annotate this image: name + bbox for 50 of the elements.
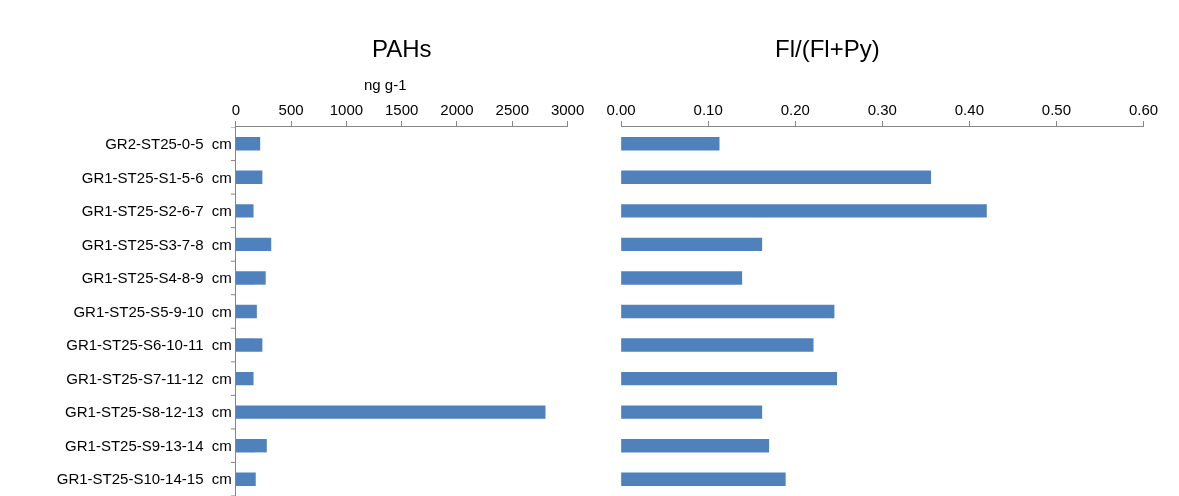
bar bbox=[621, 338, 814, 352]
y-tick-label: GR1-ST25-S7-11-12 cm bbox=[66, 369, 232, 387]
bar bbox=[235, 338, 263, 352]
chart-title: Fl/(Fl+Py) bbox=[775, 35, 880, 62]
chart-title: PAHs bbox=[372, 35, 432, 62]
y-tick-label: GR1-ST25-S9-13-14 cm bbox=[65, 436, 232, 454]
bar bbox=[621, 472, 786, 486]
bar bbox=[235, 438, 267, 453]
x-tick-label: 0.20 bbox=[780, 101, 810, 118]
y-tick-label: GR1-ST25-S2-6-7 cm bbox=[81, 202, 232, 220]
x-axis-title: ng g-1 bbox=[364, 76, 407, 93]
bar bbox=[621, 304, 835, 319]
x-tick-label: 0.00 bbox=[606, 101, 636, 118]
x-tick-label: 0.30 bbox=[867, 101, 897, 118]
y-tick-label: GR2-ST25-0-5 cm bbox=[105, 135, 232, 153]
y-tick-label: GR1-ST25-S1-5-6 cm bbox=[81, 168, 232, 186]
bar bbox=[235, 137, 261, 151]
y-tick-label: GR1-ST25-S3-7-8 cm bbox=[81, 235, 232, 253]
bar bbox=[621, 371, 838, 386]
y-tick-label: GR1-ST25-S10-14-15 cm bbox=[56, 470, 232, 488]
bar bbox=[621, 204, 987, 218]
x-tick-label: 3000 bbox=[550, 101, 585, 118]
bar bbox=[235, 472, 256, 486]
x-tick-label: 2000 bbox=[440, 101, 474, 118]
bar bbox=[235, 271, 266, 285]
x-tick-label: 0.60 bbox=[1128, 101, 1159, 118]
bar bbox=[235, 170, 263, 185]
x-tick-label: 1500 bbox=[385, 101, 419, 118]
bar bbox=[621, 137, 720, 151]
bar bbox=[621, 237, 763, 252]
x-tick-label: 500 bbox=[278, 101, 304, 118]
bar bbox=[235, 237, 272, 252]
x-tick-label: 0 bbox=[231, 101, 241, 118]
bar bbox=[235, 371, 254, 386]
bar bbox=[235, 204, 254, 218]
bar bbox=[621, 170, 932, 185]
y-tick-label: GR1-ST25-S6-10-11 cm bbox=[66, 336, 232, 354]
x-tick-label: 0.40 bbox=[954, 101, 984, 118]
bar bbox=[621, 271, 743, 285]
x-tick-label: 1000 bbox=[329, 101, 364, 118]
x-tick-label: 0.50 bbox=[1041, 101, 1072, 118]
bar bbox=[235, 405, 546, 419]
y-tick-label: GR1-ST25-S4-8-9 cm bbox=[81, 269, 232, 287]
x-tick-label: 2500 bbox=[495, 101, 529, 118]
bar bbox=[621, 405, 763, 419]
bar bbox=[235, 304, 257, 319]
x-tick-label: 0.10 bbox=[693, 101, 723, 118]
bar bbox=[621, 438, 770, 453]
y-tick-label: GR1-ST25-S8-12-13 cm bbox=[65, 403, 232, 421]
y-tick-label: GR1-ST25-S5-9-10 cm bbox=[73, 302, 232, 320]
